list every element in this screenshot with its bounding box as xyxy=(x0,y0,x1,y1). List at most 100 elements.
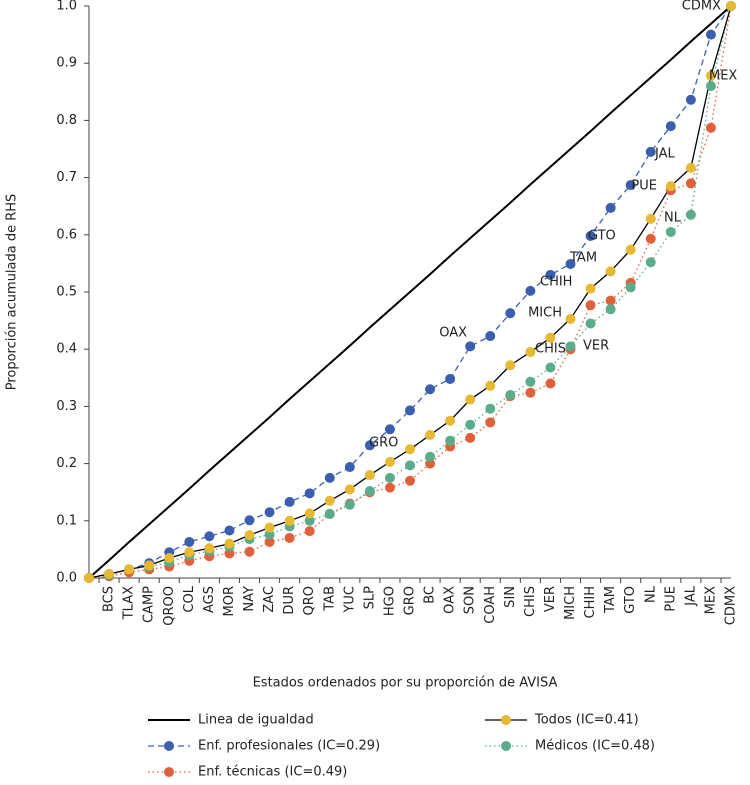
y-tick-label: 0.9 xyxy=(56,56,77,71)
point xyxy=(204,531,215,542)
y-tick-label: 0.8 xyxy=(56,113,77,128)
point xyxy=(485,380,496,391)
legend-marker xyxy=(501,741,511,751)
annotation: CHIH xyxy=(540,275,572,290)
x-tick-label: CHIH xyxy=(583,586,598,618)
point xyxy=(364,440,375,451)
legend-marker xyxy=(164,767,174,777)
x-tick-label: NL xyxy=(643,585,658,603)
point xyxy=(525,387,536,398)
point xyxy=(605,266,616,277)
x-tick-label: MOR xyxy=(222,586,237,616)
point xyxy=(264,529,275,540)
point xyxy=(244,546,255,557)
point xyxy=(545,332,556,343)
annotation: JAL xyxy=(654,147,675,162)
x-tick-label: COL xyxy=(182,585,197,612)
y-tick-label: 0.4 xyxy=(56,342,77,357)
series-line xyxy=(88,5,732,579)
point xyxy=(685,94,696,105)
x-tick-label: VER xyxy=(543,586,558,612)
point xyxy=(705,122,716,133)
y-tick-label: 0.5 xyxy=(56,285,77,300)
point xyxy=(465,432,476,443)
x-tick-label: BC xyxy=(423,586,438,604)
x-tick-label: QRO xyxy=(302,586,317,616)
point xyxy=(344,462,355,473)
point xyxy=(144,560,155,571)
x-tick-label: DUR xyxy=(282,586,297,615)
y-tick-label: 0.7 xyxy=(56,170,77,185)
point xyxy=(645,233,656,244)
point xyxy=(244,530,255,541)
x-tick-label: MEX xyxy=(703,586,718,614)
point xyxy=(184,547,195,558)
point xyxy=(184,536,195,547)
annotation: NL xyxy=(664,211,682,226)
x-tick-label: SON xyxy=(463,586,478,614)
point xyxy=(384,424,395,435)
annotation: PUE xyxy=(631,179,657,194)
series-line xyxy=(88,5,732,579)
point xyxy=(485,417,496,428)
point xyxy=(344,484,355,495)
x-tick-label: AGS xyxy=(202,586,217,613)
legend-label: Enf. profesionales (IC=0.29) xyxy=(198,739,380,754)
point xyxy=(465,341,476,352)
point xyxy=(384,472,395,483)
x-tick-label: TAB xyxy=(322,586,337,612)
y-tick-label: 1.0 xyxy=(56,0,77,14)
point xyxy=(445,435,456,446)
y-tick-label: 0.2 xyxy=(56,456,77,471)
point xyxy=(525,376,536,387)
point xyxy=(485,331,496,342)
point xyxy=(224,548,235,559)
legend-label: Linea de igualdad xyxy=(198,713,314,728)
point xyxy=(726,1,736,11)
x-tick-label: JAL xyxy=(683,585,698,606)
annotation: CHIS xyxy=(535,342,566,357)
point xyxy=(224,538,235,549)
point xyxy=(625,180,636,191)
point xyxy=(364,470,375,481)
point xyxy=(625,282,636,293)
point xyxy=(405,475,415,486)
x-tick-label: CAMP xyxy=(142,586,157,623)
x-tick-label: BCS xyxy=(102,586,117,612)
x-tick-label: CHIS xyxy=(523,586,538,617)
point xyxy=(585,300,596,311)
point xyxy=(405,444,415,455)
point xyxy=(505,360,516,371)
point xyxy=(465,394,476,405)
point xyxy=(705,29,716,40)
point xyxy=(324,495,335,506)
point xyxy=(645,146,656,157)
point xyxy=(665,121,676,132)
x-tick-label: ZAC xyxy=(262,586,277,613)
annotation: VER xyxy=(583,339,609,354)
x-tick-label: MICH xyxy=(563,586,578,620)
x-tick-label: SLP xyxy=(362,586,377,609)
y-tick-label: 0.3 xyxy=(56,399,77,414)
x-tick-label: HGO xyxy=(382,586,397,616)
point xyxy=(585,230,596,241)
x-tick-label: SIN xyxy=(503,586,518,608)
x-tick-label: OAX xyxy=(443,586,458,614)
legend-label: Todos (IC=0.41) xyxy=(534,713,639,728)
point xyxy=(124,564,135,575)
x-tick-label: GRO xyxy=(403,586,418,615)
point xyxy=(505,308,516,319)
point xyxy=(425,451,436,462)
point xyxy=(705,81,716,92)
x-tick-label: COAH xyxy=(483,586,498,624)
point xyxy=(425,458,436,469)
point xyxy=(545,378,556,389)
x-tick-label: NAY xyxy=(242,586,257,612)
x-tick-label: YUC xyxy=(342,586,357,614)
annotation: MICH xyxy=(528,306,562,321)
x-tick-label: PUE xyxy=(663,586,678,612)
point xyxy=(244,515,255,526)
point xyxy=(545,362,556,373)
point xyxy=(405,460,415,471)
